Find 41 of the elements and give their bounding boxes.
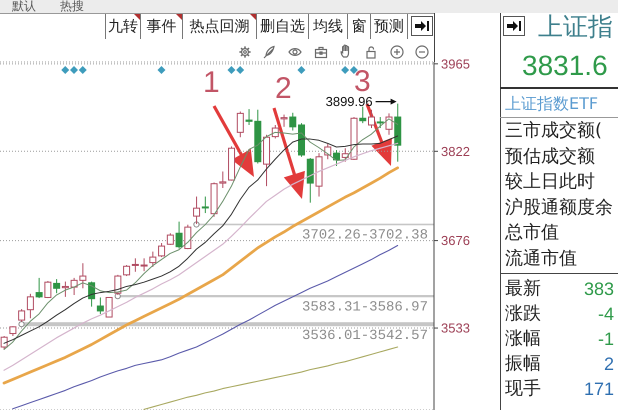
text: 总市值 (505, 222, 559, 243)
y-tick-label: 3822 (441, 144, 470, 159)
annotation: 1 (203, 66, 220, 99)
text: 预估成交额 (505, 146, 595, 166)
text: -1 (598, 329, 614, 349)
text: 热点回溯 (190, 17, 250, 35)
y-tick-label: 3533 (441, 320, 470, 336)
annotation: 2 (275, 72, 292, 105)
candlestick (316, 152, 323, 198)
text: 涨跌 (505, 303, 541, 324)
text: 最新 (505, 278, 541, 299)
text: 默认 (12, 0, 36, 13)
text: 事件 (146, 17, 176, 35)
text: 三市成交额( (505, 120, 602, 141)
band-label: 3536.01-3542.57 (302, 328, 428, 344)
text: 较上日此时 (505, 171, 595, 192)
text: 均线 (313, 17, 343, 35)
candlestick (394, 103, 402, 162)
text: 2 (604, 354, 614, 374)
text: 上证指 (538, 12, 613, 41)
text: 上证指数ETF (505, 94, 598, 113)
band-label: 3702.26-3702.38 (302, 227, 428, 244)
y-tick-label: 3965 (441, 56, 470, 72)
line-series (143, 346, 398, 410)
text: 预测 (374, 17, 404, 35)
text: 171 (584, 379, 614, 399)
text: 窗 (352, 17, 366, 35)
text: 删自选 (260, 17, 305, 35)
text: 沪股通额度余 (505, 196, 613, 218)
text: 现手 (505, 378, 541, 399)
text: -4 (598, 304, 614, 324)
text: 热搜 (60, 0, 84, 13)
candlestick (219, 170, 226, 188)
text: 涨幅 (505, 328, 541, 349)
y-tick-label: 3676 (441, 233, 470, 248)
text: 流通市值 (505, 248, 577, 268)
text: 383 (584, 279, 614, 299)
text: 振幅 (505, 353, 541, 374)
text: 3831.6 (522, 50, 608, 81)
band-label: 3583.31-3586.97 (302, 299, 428, 316)
text: 九转 (108, 17, 138, 35)
